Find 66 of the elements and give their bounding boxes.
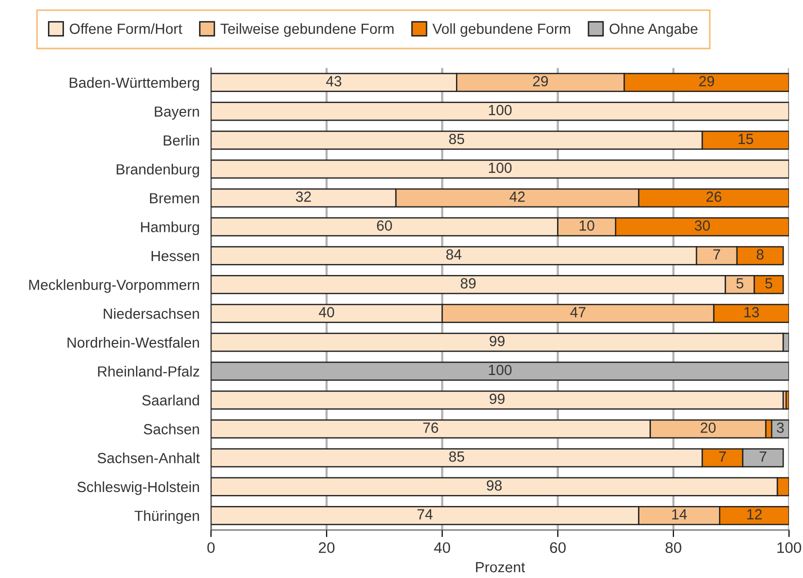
- y-tick-label: Brandenburg: [116, 164, 199, 178]
- data-label: 7: [713, 249, 720, 260]
- data-label: 40: [318, 307, 334, 318]
- data-label: 13: [744, 307, 759, 318]
- data-label: 7: [760, 452, 766, 462]
- data-label: 43: [326, 76, 342, 86]
- data-label: 29: [699, 76, 714, 86]
- data-label: 15: [738, 134, 754, 144]
- y-tick-label: Schleswig-Holstein: [77, 481, 199, 495]
- data-label: 3: [776, 422, 784, 433]
- y-tick-label: Hessen: [152, 250, 199, 262]
- y-tick-label: Bayern: [154, 106, 199, 120]
- data-label: 85: [449, 451, 464, 462]
- x-tick-label: 20: [318, 542, 334, 554]
- y-tick-label: Berlin: [164, 134, 199, 146]
- data-label: 29: [533, 76, 548, 86]
- legend-label: Teilweise gebundene Form: [220, 23, 394, 37]
- y-tick-label: Nordrhein-Westfalen: [68, 337, 199, 348]
- data-label: 10: [580, 220, 594, 231]
- x-tick-label: 0: [207, 542, 215, 554]
- x-tick-label: 60: [550, 542, 566, 554]
- y-tick-label: Mecklenburg-Vorpommern: [29, 279, 199, 293]
- data-label: 99: [490, 394, 505, 404]
- data-label: 99: [490, 336, 505, 346]
- x-axis-title: Prozent: [476, 562, 526, 572]
- y-tick-label: Sachsen: [144, 424, 199, 434]
- data-label: 100: [488, 104, 512, 116]
- y-tick-label: Niedersachsen: [104, 308, 199, 319]
- data-label: 20: [700, 422, 716, 433]
- data-label: 14: [672, 509, 687, 520]
- y-tick-label: Hamburg: [141, 222, 199, 236]
- data-label: 26: [706, 192, 722, 202]
- data-label: 84: [446, 249, 462, 260]
- bar: [211, 390, 784, 410]
- x-tick-label: 100: [777, 542, 802, 554]
- data-label: 85: [449, 134, 464, 144]
- data-label: 7: [719, 452, 726, 462]
- data-label: 32: [296, 192, 311, 202]
- data-label: 30: [694, 220, 710, 231]
- y-tick-label: Sachsen-Anhalt: [98, 452, 200, 464]
- data-label: 42: [510, 192, 525, 202]
- y-tick-label: Thüringen: [134, 510, 199, 524]
- legend-label: Voll gebundene Form: [432, 23, 570, 37]
- y-tick-label: Rheinland-Pfalz: [98, 366, 200, 377]
- data-label: 74: [418, 509, 433, 520]
- bar: [211, 159, 789, 179]
- data-label: 12: [747, 509, 762, 520]
- data-label: 98: [486, 480, 502, 491]
- data-label: 5: [736, 278, 744, 288]
- data-label: 100: [488, 162, 512, 173]
- data-label: 60: [377, 220, 392, 231]
- legend-label: Ohne Angabe: [610, 23, 698, 37]
- data-label: 89: [460, 278, 476, 288]
- bar: [785, 390, 789, 410]
- x-tick-label: 40: [434, 542, 450, 554]
- y-tick-label: Bremen: [150, 193, 199, 204]
- legend-label: Offene Form/Hort: [70, 23, 182, 34]
- y-tick-label: Saarland: [142, 394, 199, 406]
- data-label: 8: [756, 249, 764, 260]
- data-label: 76: [423, 422, 438, 433]
- y-tick-label: Baden-Württemberg: [70, 77, 199, 91]
- bar: [211, 102, 789, 121]
- data-label: 100: [488, 364, 512, 376]
- data-label: 5: [765, 278, 772, 288]
- data-label: 47: [570, 307, 586, 318]
- x-tick-label: 80: [666, 542, 682, 554]
